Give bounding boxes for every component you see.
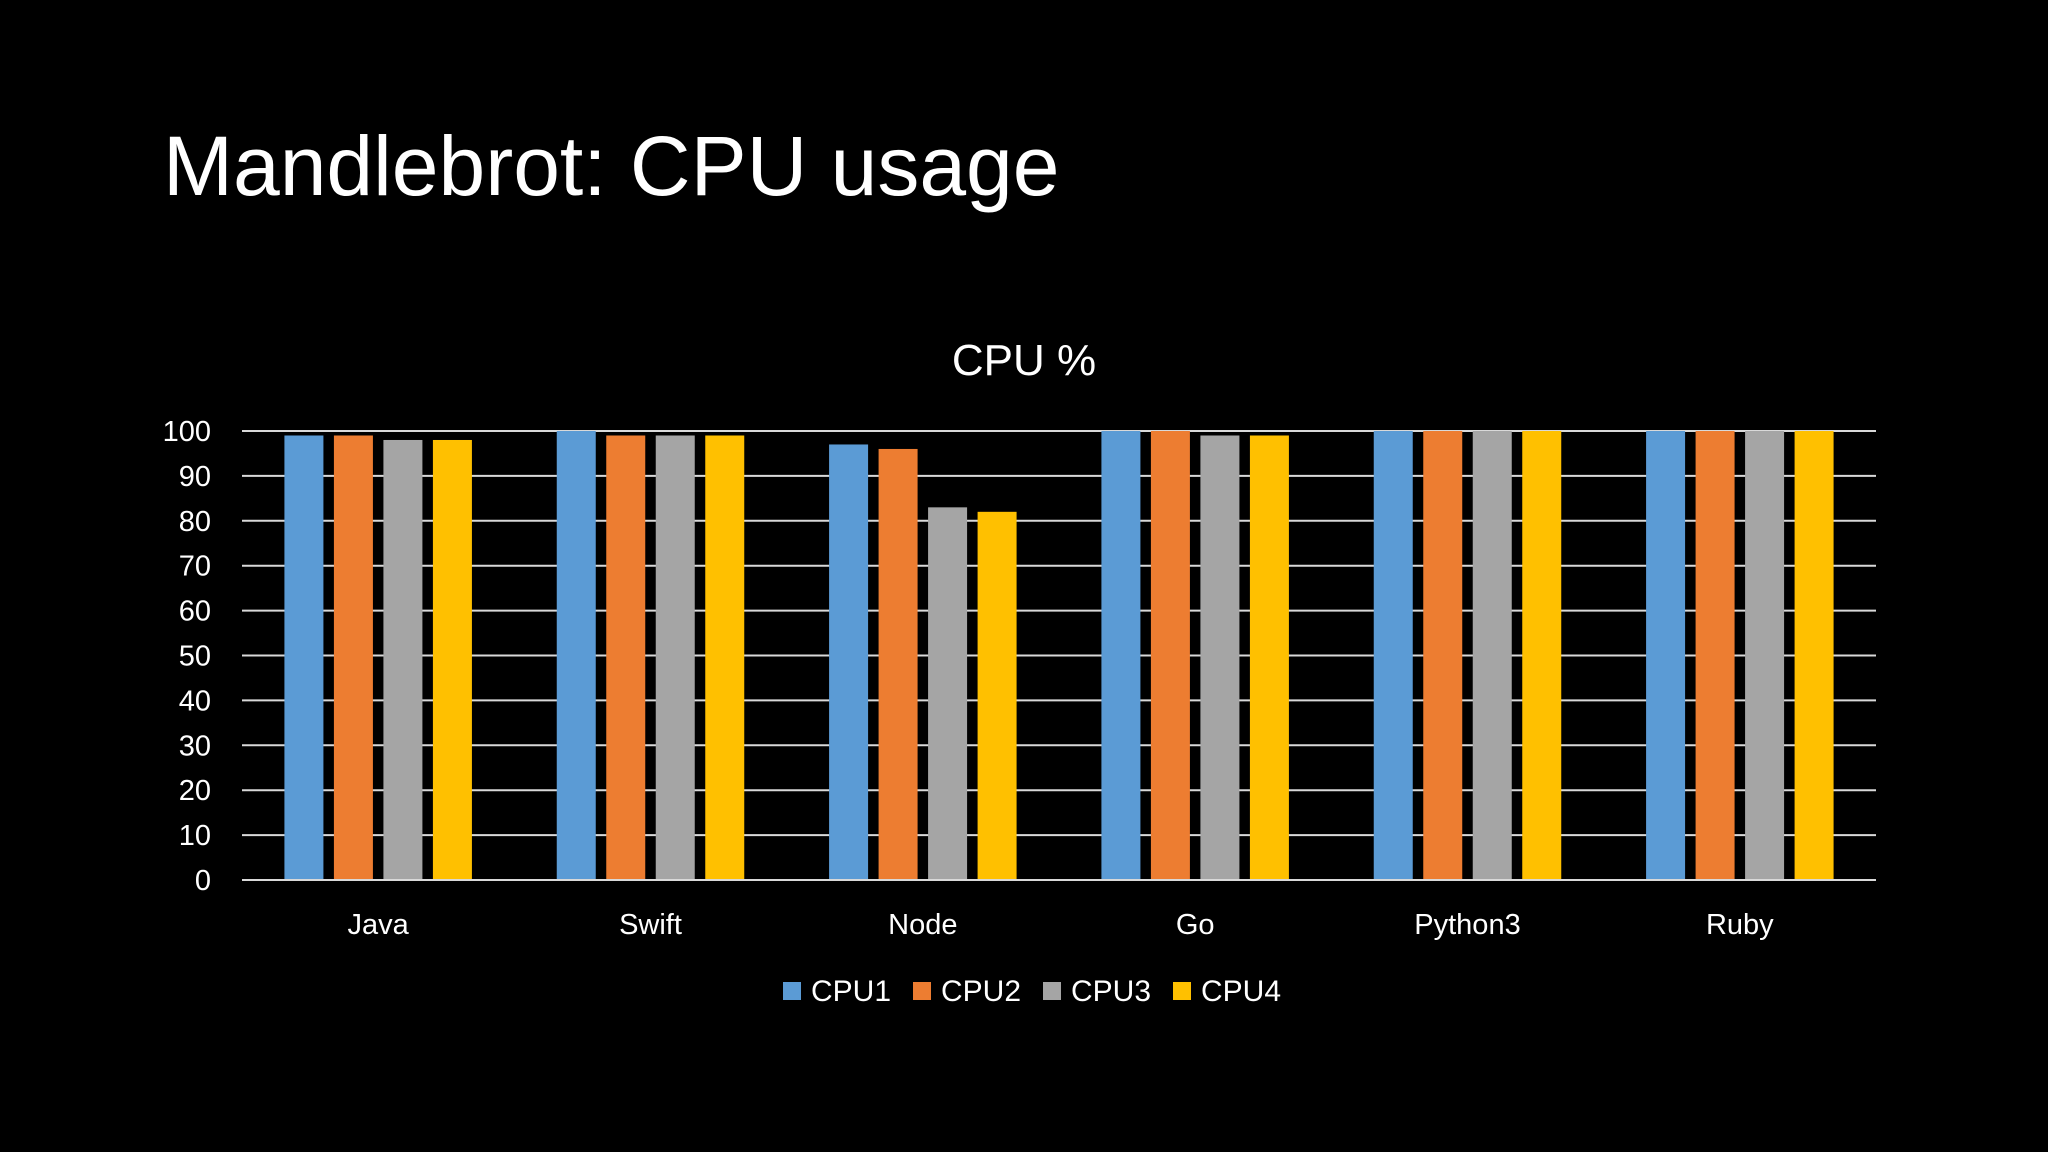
bar-cpu2-swift [606,435,646,880]
legend-swatch-cpu3 [1043,982,1061,1000]
bar-cpu2-go [1150,431,1190,880]
y-tick-label: 20 [179,775,211,807]
y-axis-ticks: 0 10 20 30 40 50 60 70 80 90 100 [163,416,211,897]
legend-swatch-cpu4 [1173,982,1191,1000]
bar-cpu1-go [1101,431,1141,880]
bar-cpu1-swift [556,431,596,880]
bar-cpu3-swift [655,435,695,880]
bar-cpu4-node [977,511,1017,880]
bar-cpu4-python3 [1522,431,1562,880]
chart-title: CPU % [952,336,1096,385]
bar-cpu4-go [1249,435,1289,880]
bar-cpu2-node [878,448,918,880]
bars [284,431,1834,880]
legend-swatch-cpu1 [783,982,801,1000]
x-tick-label: Ruby [1706,909,1774,941]
bar-cpu1-ruby [1646,431,1686,880]
bar-cpu3-ruby [1745,431,1785,880]
x-axis-ticks: Java Swift Node Go Python3 Ruby [242,879,1876,941]
legend-label-cpu4: CPU4 [1201,975,1281,1008]
y-tick-label: 10 [179,820,211,852]
y-tick-label: 0 [195,865,211,897]
bar-cpu1-node [829,444,869,880]
y-tick-label: 80 [179,506,211,538]
y-tick-label: 100 [163,416,211,448]
slide-title: Mandlebrot: CPU usage [163,119,1060,213]
bar-cpu3-python3 [1472,431,1512,880]
x-tick-label: Node [888,909,957,941]
bar-cpu2-python3 [1423,431,1463,880]
legend-label-cpu1: CPU1 [811,975,891,1008]
x-tick-label: Python3 [1414,909,1520,941]
bar-cpu4-swift [705,435,745,880]
bar-cpu3-go [1200,435,1240,880]
bar-cpu1-java [284,435,324,880]
bar-cpu2-ruby [1695,431,1735,880]
legend-label-cpu3: CPU3 [1071,975,1151,1008]
y-tick-label: 60 [179,596,211,628]
x-tick-label: Java [348,909,410,941]
y-tick-label: 50 [179,641,211,673]
y-tick-label: 70 [179,551,211,583]
bar-cpu3-java [383,439,423,880]
bar-cpu1-python3 [1373,431,1413,880]
gridlines [242,430,1876,881]
legend-swatch-cpu2 [913,982,931,1000]
bar-cpu4-ruby [1794,431,1834,880]
legend: CPU1 CPU2 CPU3 CPU4 [783,975,1281,1008]
bar-cpu2-java [333,435,373,880]
legend-label-cpu2: CPU2 [941,975,1021,1008]
y-tick-label: 30 [179,730,211,762]
y-tick-label: 90 [179,461,211,493]
x-tick-label: Swift [619,909,682,941]
y-tick-label: 40 [179,685,211,717]
bar-cpu3-node [928,507,968,880]
bar-cpu4-java [432,439,472,880]
x-tick-label: Go [1176,909,1215,941]
